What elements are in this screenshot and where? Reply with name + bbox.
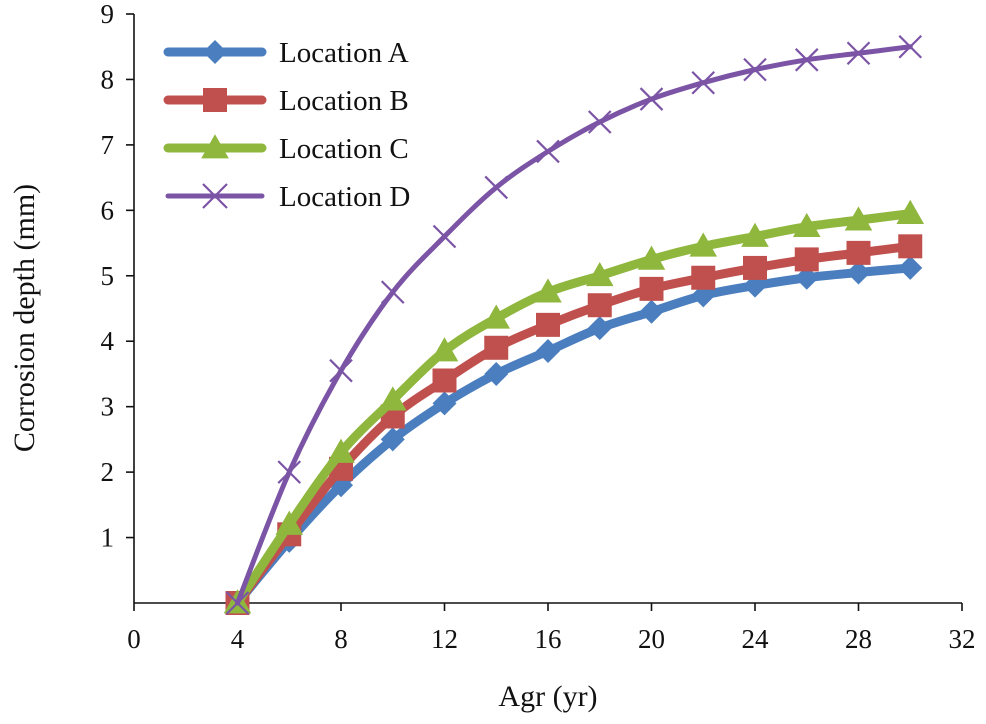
- series-line: [235, 44, 913, 606]
- data-point: [380, 427, 405, 452]
- y-tick-label: 4: [101, 326, 115, 356]
- data-point: [794, 265, 819, 290]
- data-point: [484, 175, 509, 200]
- data-point: [689, 232, 718, 257]
- y-tick-label: 7: [101, 130, 115, 160]
- y-axis-title: Corrosion depth (mm): [8, 184, 41, 452]
- data-point: [846, 41, 871, 66]
- series-1: [225, 255, 923, 615]
- data-point: [587, 316, 612, 341]
- legend-label: Location B: [279, 85, 409, 117]
- data-point: [794, 247, 819, 272]
- y-tick-label: 8: [101, 64, 115, 94]
- data-point: [536, 139, 560, 164]
- data-point: [743, 57, 767, 82]
- data-point: [794, 48, 819, 72]
- x-tick-label: 12: [431, 624, 458, 654]
- legend-label: Location D: [279, 181, 410, 213]
- data-point: [898, 34, 923, 59]
- data-point: [536, 312, 560, 337]
- legend-item: Location D: [165, 181, 410, 213]
- data-point: [277, 460, 302, 484]
- data-point: [637, 245, 666, 270]
- x-tick-label: 16: [535, 624, 562, 654]
- data-point: [741, 222, 769, 247]
- x-tick-label: 0: [127, 624, 141, 654]
- legend: Location A Location B Location C Location D: [163, 37, 410, 213]
- data-point: [587, 110, 612, 134]
- x-tick-label: 32: [949, 624, 976, 654]
- legend-label: Location C: [279, 133, 409, 165]
- series-layer: [223, 34, 925, 615]
- x-axis-title: Agr (yr): [498, 680, 597, 713]
- data-point: [432, 368, 457, 393]
- data-point: [482, 304, 511, 329]
- data-point: [378, 386, 407, 411]
- y-tick-label: 2: [101, 457, 115, 487]
- data-point: [691, 265, 716, 290]
- data-point: [691, 70, 716, 95]
- data-point: [792, 212, 821, 238]
- data-point: [844, 206, 873, 231]
- data-point: [327, 438, 355, 463]
- data-point: [639, 299, 664, 324]
- series-3: [223, 199, 925, 614]
- data-point: [484, 361, 509, 386]
- data-point: [846, 260, 871, 285]
- data-point: [585, 261, 614, 287]
- data-point: [896, 199, 925, 224]
- legend-item: Location B: [163, 85, 409, 117]
- y-tick-label: 3: [101, 392, 115, 422]
- data-point: [846, 240, 871, 265]
- x-tick-label: 20: [638, 624, 665, 654]
- legend-item: Location A: [163, 37, 409, 69]
- legend-label: Location A: [279, 37, 409, 69]
- x-tick-label: 4: [231, 624, 245, 654]
- legend-swatch-marker: [203, 88, 227, 112]
- data-point: [432, 224, 457, 249]
- data-point: [534, 278, 562, 303]
- legend-swatch-marker: [201, 134, 229, 159]
- data-point: [484, 335, 509, 360]
- data-point: [380, 280, 405, 304]
- x-tick-label: 24: [742, 624, 770, 654]
- data-point: [587, 293, 612, 318]
- y-tick-label: 1: [101, 523, 115, 553]
- data-point: [225, 591, 250, 615]
- data-point: [329, 358, 353, 383]
- data-point: [430, 337, 459, 362]
- series-line: [233, 241, 915, 608]
- data-point: [743, 255, 767, 280]
- data-point: [639, 276, 664, 301]
- y-tick-label: 5: [101, 261, 115, 291]
- data-point: [536, 339, 560, 364]
- data-point: [432, 391, 457, 416]
- data-point: [639, 87, 664, 111]
- series-2: [225, 234, 923, 615]
- series-4: [225, 34, 923, 615]
- x-tick-label: 28: [845, 624, 872, 654]
- y-tick-label: 6: [101, 195, 115, 225]
- data-point: [275, 510, 304, 535]
- data-point: [898, 234, 923, 259]
- data-point: [898, 255, 923, 280]
- y-tick-label: 9: [101, 0, 115, 29]
- x-tick-label: 8: [334, 624, 348, 654]
- legend-swatch-marker: [202, 183, 228, 209]
- legend-item: Location C: [163, 133, 409, 165]
- legend-swatch-marker: [203, 40, 227, 64]
